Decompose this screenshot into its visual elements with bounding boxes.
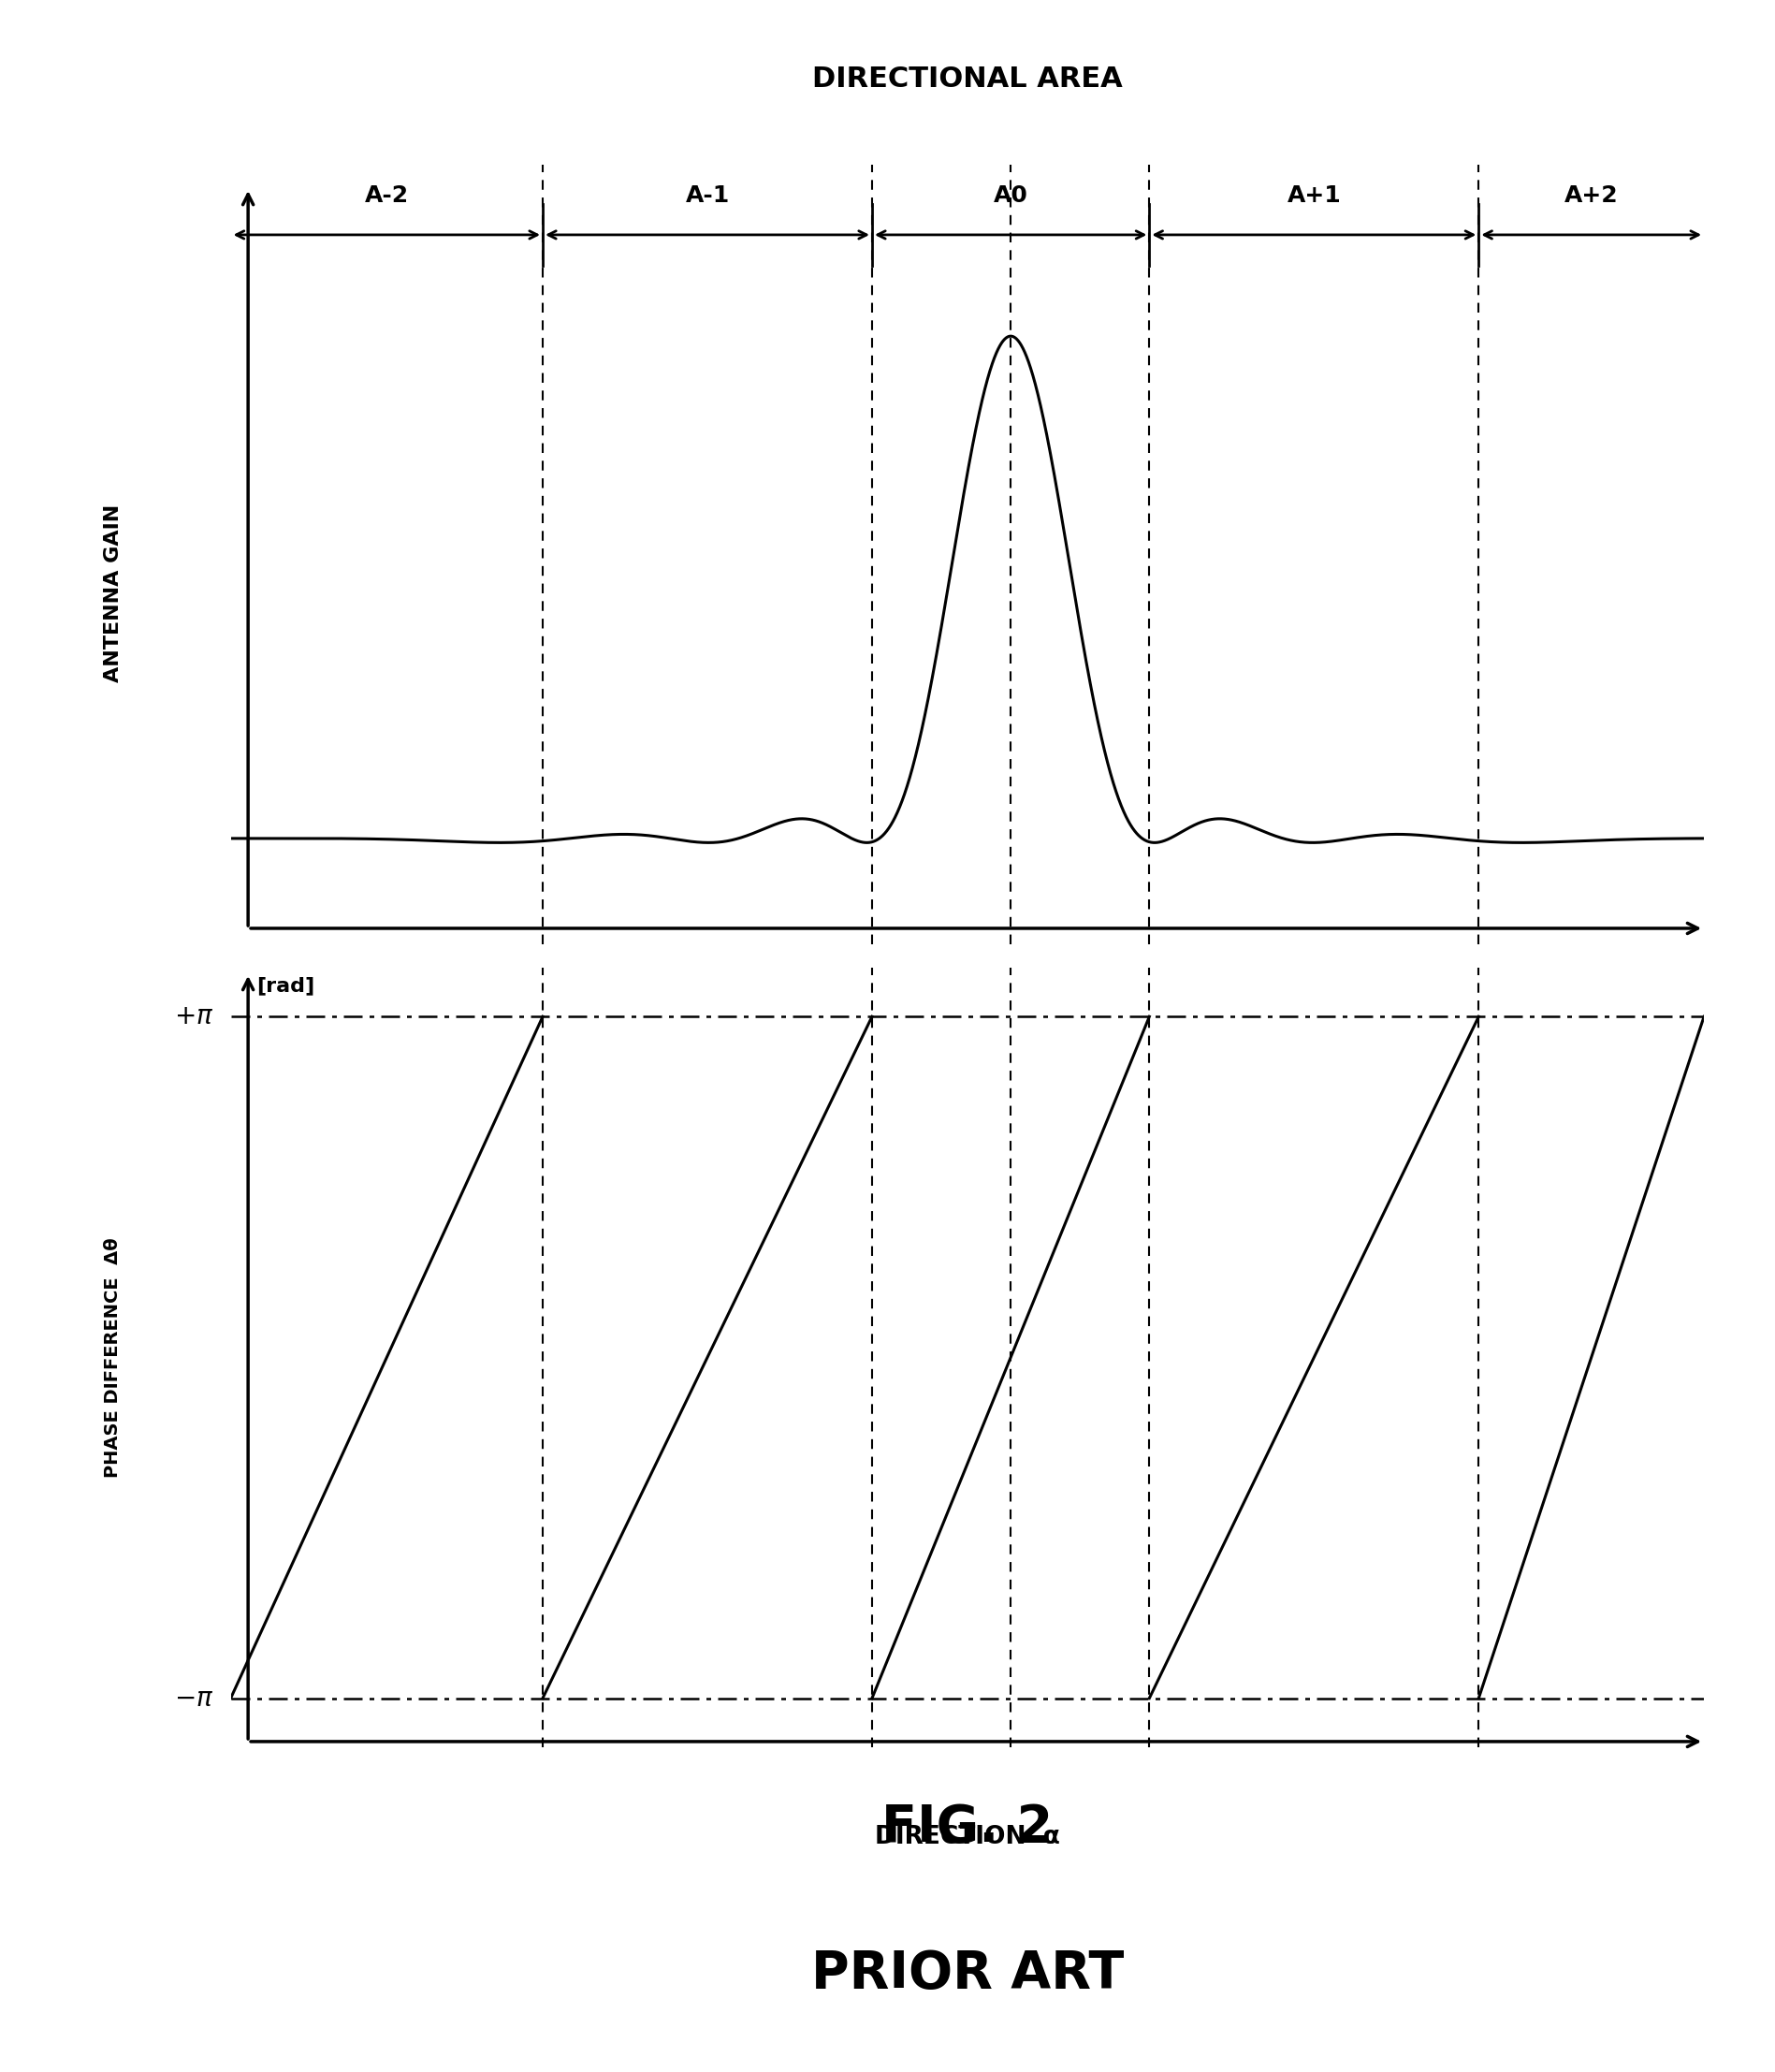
Text: A+2: A+2 [1564, 184, 1619, 207]
Text: -16°: -16° [847, 972, 898, 995]
Text: A+1: A+1 [1287, 184, 1342, 207]
Text: [rad]: [rad] [257, 976, 314, 995]
Text: ANTENNA GAIN: ANTENNA GAIN [103, 503, 122, 682]
Text: DIRECTION  α: DIRECTION α [875, 1825, 1060, 1848]
Text: +54°: +54° [1448, 972, 1509, 995]
Text: DIRECTIONAL AREA: DIRECTIONAL AREA [813, 64, 1122, 93]
Text: A-2: A-2 [364, 184, 408, 207]
Text: PRIOR ART: PRIOR ART [811, 1948, 1124, 1999]
Text: $+\pi$: $+\pi$ [174, 1003, 213, 1030]
Text: A0: A0 [994, 184, 1028, 207]
Text: FIG. 2: FIG. 2 [882, 1803, 1053, 1852]
Text: $-\pi$: $-\pi$ [174, 1685, 213, 1711]
Text: A-1: A-1 [685, 184, 730, 207]
Text: +16°: +16° [1120, 972, 1180, 995]
Text: -54°: -54° [517, 972, 568, 995]
Text: PHASE DIFFERENCE  Δθ: PHASE DIFFERENCE Δθ [105, 1237, 122, 1477]
